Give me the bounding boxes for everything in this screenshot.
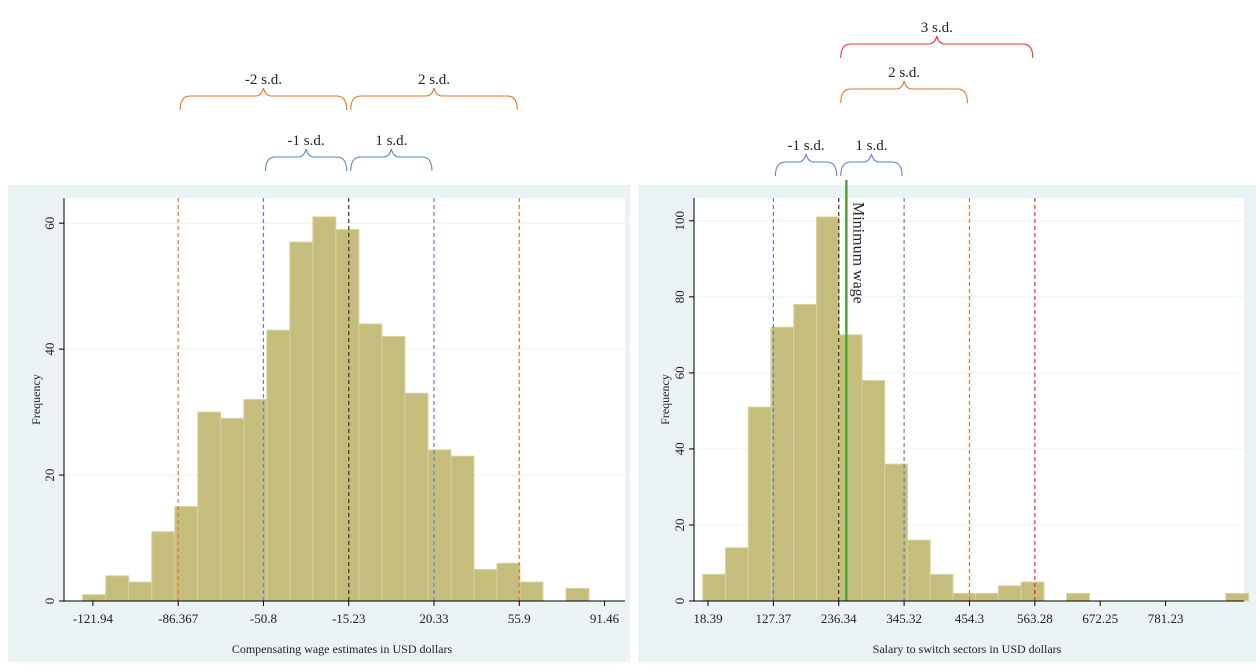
minimum-wage-label: Minimum wage xyxy=(849,202,866,304)
histogram-bar xyxy=(815,216,840,602)
y-tick-label: 20 xyxy=(42,469,57,482)
x-tick-label: -50.8 xyxy=(250,611,277,626)
sd-bracket xyxy=(350,148,433,172)
histogram-bar xyxy=(266,329,291,602)
histogram-bar xyxy=(952,592,977,602)
histogram-bar xyxy=(105,575,130,602)
histogram-bar xyxy=(861,379,886,602)
x-tick-label: 672.25 xyxy=(1082,611,1118,626)
x-tick-label: 20.33 xyxy=(419,611,448,626)
histogram-bar xyxy=(312,216,337,602)
histogram-bar xyxy=(565,587,590,602)
x-tick-label: -121.94 xyxy=(73,611,114,626)
x-tick-label: -86.367 xyxy=(158,611,199,626)
sd-bracket-label: 3 s.d. xyxy=(921,20,953,36)
histogram-bar xyxy=(702,573,727,602)
sd-bracket xyxy=(350,87,518,111)
x-tick-label: 563.28 xyxy=(1017,611,1053,626)
x-axis-label: Compensating wage estimates in USD dolla… xyxy=(232,642,453,656)
right-histogram: Minimum wage 18.39 127.37 236.34 345.32 454.3… xyxy=(658,20,1250,656)
sd-bracket-label: -1 s.d. xyxy=(788,138,825,154)
sd-bracket xyxy=(840,80,969,104)
x-tick-label: 127.37 xyxy=(756,611,792,626)
sd-bracket xyxy=(840,35,1034,59)
histogram-bar xyxy=(747,406,772,602)
histogram-bar xyxy=(473,569,498,602)
x-tick-label: 91.46 xyxy=(590,611,620,626)
y-tick-label: 20 xyxy=(672,518,687,531)
histogram-bar xyxy=(838,334,863,602)
y-tick-label: 0 xyxy=(42,598,57,605)
sd-bracket xyxy=(264,148,348,172)
sd-bracket xyxy=(840,153,903,177)
histogram-bar xyxy=(725,547,749,602)
histogram-bar xyxy=(929,573,954,602)
histogram-bar xyxy=(128,581,153,602)
sd-bracket-label: 2 s.d. xyxy=(888,65,920,81)
sd-bracket-label: 1 s.d. xyxy=(375,133,407,149)
y-axis-label: Frequency xyxy=(658,374,672,425)
histogram-bar xyxy=(1225,592,1250,602)
histogram-bar xyxy=(997,585,1022,602)
sd-bracket-label: 1 s.d. xyxy=(855,138,887,154)
histogram-bar xyxy=(496,562,521,602)
histogram-bar xyxy=(906,539,931,602)
x-tick-label: 236.34 xyxy=(821,611,857,626)
histogram-bar xyxy=(1020,581,1045,602)
sd-bracket xyxy=(774,153,838,177)
y-tick-label: 40 xyxy=(672,442,687,455)
y-tick-label: 60 xyxy=(42,217,57,230)
histogram-bar xyxy=(404,392,429,602)
histogram-bar xyxy=(519,581,544,602)
y-tick-label: 80 xyxy=(672,290,687,303)
histogram-bar xyxy=(82,594,107,602)
histogram-bar xyxy=(793,303,817,602)
y-tick-label: 60 xyxy=(672,366,687,379)
sd-bracket xyxy=(179,87,348,111)
y-tick-label: 100 xyxy=(672,211,687,231)
x-tick-label: 454.3 xyxy=(955,611,984,626)
histogram-bar xyxy=(427,449,452,602)
x-tick-label: 781.23 xyxy=(1148,611,1184,626)
histogram-bar xyxy=(884,463,908,602)
histogram-bar xyxy=(197,411,222,602)
histogram-bar xyxy=(975,592,999,602)
histogram-bar xyxy=(450,455,475,602)
sd-bracket-label: -1 s.d. xyxy=(288,133,325,149)
histogram-bar xyxy=(381,336,406,602)
sd-bracket-label: 2 s.d. xyxy=(418,72,450,88)
histogram-bar xyxy=(289,241,314,602)
left-histogram: -121.94 -86.367 -50.8 -15.23 20.33 55.9 91.46 0… xyxy=(29,72,625,656)
x-tick-label: -15.23 xyxy=(332,611,366,626)
histogram-bar xyxy=(151,531,176,602)
sd-bracket-label: -2 s.d. xyxy=(245,72,282,88)
histogram-bar xyxy=(770,326,795,602)
x-tick-label: 18.39 xyxy=(693,611,722,626)
y-tick-label: 0 xyxy=(672,598,687,605)
x-tick-label: 345.32 xyxy=(886,611,922,626)
x-axis-label: Salary to switch sectors in USD dollars xyxy=(873,642,1062,656)
y-axis-label: Frequency xyxy=(29,374,43,425)
histogram-bar xyxy=(220,417,245,602)
histogram-bar xyxy=(358,323,383,602)
histogram-bar xyxy=(335,228,360,602)
histogram-bar xyxy=(1066,592,1090,602)
y-tick-label: 40 xyxy=(42,343,57,356)
x-tick-label: 55.9 xyxy=(508,611,531,626)
